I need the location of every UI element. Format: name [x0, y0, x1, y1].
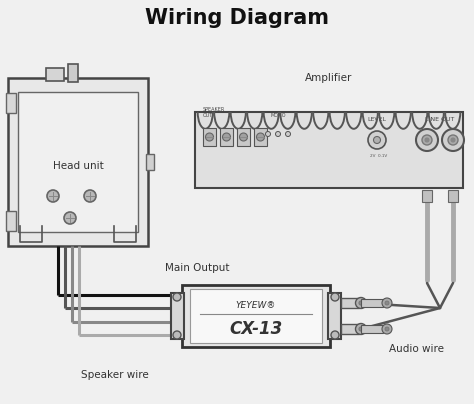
- Bar: [18, 92, 138, 232]
- Bar: [361, 299, 383, 307]
- Bar: [171, 293, 184, 339]
- Circle shape: [356, 297, 366, 309]
- Circle shape: [331, 293, 339, 301]
- Bar: [6, 93, 16, 113]
- Bar: [328, 293, 341, 339]
- Bar: [422, 190, 432, 202]
- Bar: [190, 289, 322, 343]
- Bar: [182, 285, 330, 347]
- Bar: [220, 128, 233, 146]
- Text: Wiring Diagram: Wiring Diagram: [145, 8, 329, 28]
- Text: 2V  0.1V: 2V 0.1V: [370, 154, 387, 158]
- Bar: [6, 211, 16, 231]
- Circle shape: [275, 131, 281, 137]
- Text: Audio wire: Audio wire: [389, 344, 444, 354]
- Bar: [237, 128, 250, 146]
- Text: Head unit: Head unit: [53, 161, 103, 171]
- Circle shape: [173, 331, 181, 339]
- Text: CX-13: CX-13: [229, 320, 283, 338]
- Text: Speaker wire: Speaker wire: [81, 370, 149, 380]
- Circle shape: [239, 133, 247, 141]
- Circle shape: [265, 131, 271, 137]
- Bar: [146, 154, 154, 170]
- Circle shape: [451, 138, 455, 142]
- Circle shape: [416, 129, 438, 151]
- Bar: [361, 325, 383, 333]
- Bar: [341, 324, 359, 334]
- Circle shape: [256, 133, 264, 141]
- Text: MONO: MONO: [270, 113, 286, 118]
- Circle shape: [47, 190, 59, 202]
- Bar: [341, 298, 359, 308]
- Text: SPEAKER
OUT: SPEAKER OUT: [203, 107, 225, 118]
- Text: Main Output: Main Output: [165, 263, 229, 273]
- Circle shape: [64, 212, 76, 224]
- Circle shape: [359, 301, 363, 305]
- Bar: [8, 78, 148, 246]
- Circle shape: [368, 131, 386, 149]
- Circle shape: [173, 293, 181, 301]
- Bar: [46, 68, 64, 81]
- Bar: [203, 128, 216, 146]
- Circle shape: [442, 129, 464, 151]
- Circle shape: [285, 131, 291, 137]
- Text: LINE OUT: LINE OUT: [425, 117, 455, 122]
- Circle shape: [422, 135, 432, 145]
- Circle shape: [382, 324, 392, 334]
- Text: LEVEL: LEVEL: [367, 117, 386, 122]
- Circle shape: [84, 190, 96, 202]
- Circle shape: [425, 138, 429, 142]
- Circle shape: [374, 137, 381, 143]
- Circle shape: [448, 135, 458, 145]
- Circle shape: [206, 133, 213, 141]
- Circle shape: [356, 324, 366, 335]
- Bar: [448, 190, 458, 202]
- Circle shape: [382, 298, 392, 308]
- Bar: [254, 128, 267, 146]
- Circle shape: [385, 327, 389, 331]
- Text: Amplifier: Amplifier: [305, 73, 353, 83]
- Text: YEYEW®: YEYEW®: [236, 301, 276, 309]
- Circle shape: [385, 301, 389, 305]
- Bar: [195, 112, 463, 188]
- Circle shape: [222, 133, 230, 141]
- Bar: [68, 64, 78, 82]
- Circle shape: [331, 331, 339, 339]
- Circle shape: [359, 327, 363, 331]
